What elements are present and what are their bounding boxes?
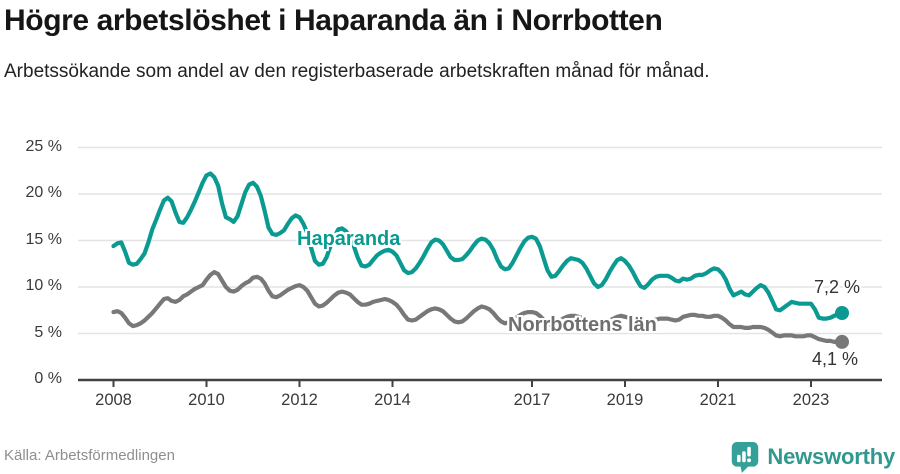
x-tick-label: 2014: [374, 391, 411, 409]
end-dot-series-1: [835, 334, 849, 349]
end-value-label-norrbotten: 4,1 %: [812, 349, 859, 369]
y-tick-label: 25 %: [25, 137, 62, 155]
end-value-label-haparanda: 7,2 %: [814, 277, 861, 297]
y-tick-label: 5 %: [34, 323, 62, 341]
series-label-norrbotten: Norrbottens län: [508, 314, 657, 336]
line-series-0: [111, 171, 845, 321]
x-tick-label: 2008: [95, 391, 132, 409]
newsworthy-wordmark: Newsworthy: [767, 443, 895, 469]
x-tick-label: 2017: [513, 391, 551, 409]
series-label-haparanda: Haparanda: [297, 228, 401, 250]
x-tick-label: 2019: [606, 391, 644, 409]
line-series-1: [111, 270, 845, 344]
chart-subtitle: Arbetssökande som andel av den registerb…: [4, 61, 710, 82]
y-tick-label: 15 %: [25, 230, 62, 248]
y-tick-label: 20 %: [25, 184, 62, 201]
x-tick-label: 2023: [792, 391, 830, 409]
newsworthy-logo-icon: [732, 441, 759, 473]
x-tick-label: 2010: [188, 391, 225, 409]
y-tick-label: 10 %: [25, 277, 62, 294]
source-credit: Källa: Arbetsförmedlingen: [4, 447, 175, 464]
newsworthy-logo: Newsworthy: [730, 440, 895, 473]
page-title: Högre arbetslöshet i Haparanda än i Norr…: [4, 4, 663, 37]
x-tick-label: 2021: [699, 391, 737, 409]
end-dot-series-0: [835, 306, 849, 320]
y-tick-label: 0 %: [34, 370, 62, 387]
x-tick-label: 2012: [281, 391, 318, 409]
